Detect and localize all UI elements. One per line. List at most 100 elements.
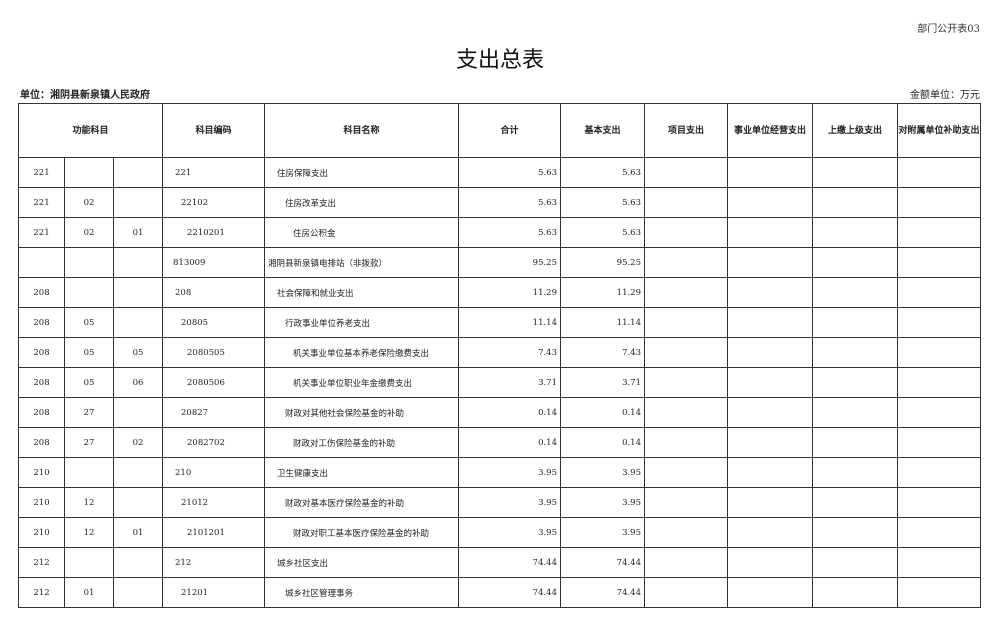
- business-cell: [727, 307, 813, 338]
- basic-cell: 0.14: [560, 427, 645, 458]
- table-row: 208 05 20805 行政事业单位养老支出 11.14 11.14: [18, 307, 981, 338]
- function-class-cell: 210: [18, 457, 65, 488]
- subject-name-cell: 湘阴县新泉镇电排站（非拨款）: [264, 247, 459, 278]
- function-subitem-cell: 06: [113, 367, 163, 398]
- total-cell: 74.44: [458, 547, 561, 578]
- total-cell: 3.95: [458, 457, 561, 488]
- total-cell: 3.95: [458, 487, 561, 518]
- table-row: 221 02 01 2210201 住房公积金 5.63 5.63: [18, 217, 981, 248]
- business-cell: [727, 517, 813, 548]
- page-title: 支出总表: [455, 48, 544, 73]
- business-cell: [727, 427, 813, 458]
- function-item-cell: 12: [64, 517, 114, 548]
- function-class-cell: 210: [18, 487, 65, 518]
- function-subitem-cell: [113, 187, 163, 218]
- table-row: 210 210 卫生健康支出 3.95 3.95: [18, 457, 981, 488]
- business-cell: [727, 397, 813, 428]
- header-subsidy: 对附属单位补助支出: [897, 103, 981, 158]
- project-cell: [644, 547, 728, 578]
- function-item-cell: 05: [64, 307, 114, 338]
- function-item-cell: 05: [64, 337, 114, 368]
- subject-code-cell: 22102: [162, 187, 265, 218]
- subject-code-cell: 20805: [162, 307, 265, 338]
- function-class-cell: 208: [18, 397, 65, 428]
- subject-code-cell: 2080506: [162, 367, 265, 398]
- expenditure-table: 功能科目 科目编码 科目名称 合计 基本支出 项目支出 事业单位经营支出 上缴上…: [18, 103, 981, 608]
- remit-cell: [812, 217, 898, 248]
- table-row: 210 12 21012 财政对基本医疗保险基金的补助 3.95 3.95: [18, 487, 981, 518]
- table-row: 221 221 住房保障支出 5.63 5.63: [18, 157, 981, 188]
- basic-cell: 95.25: [560, 247, 645, 278]
- subject-code-cell: 221: [162, 157, 265, 188]
- subject-code-cell: 20827: [162, 397, 265, 428]
- subject-code-cell: 21201: [162, 577, 265, 608]
- function-subitem-cell: [113, 307, 163, 338]
- business-cell: [727, 277, 813, 308]
- subject-name-cell: 财政对工伤保险基金的补助: [264, 427, 459, 458]
- total-cell: 0.14: [458, 397, 561, 428]
- function-item-cell: [64, 157, 114, 188]
- business-cell: [727, 187, 813, 218]
- form-number: 部门公开表03: [917, 24, 980, 35]
- header-function-subject: 功能科目: [18, 103, 163, 158]
- function-class-cell: 208: [18, 427, 65, 458]
- header-row: 功能科目 科目编码 科目名称 合计 基本支出 项目支出 事业单位经营支出 上缴上…: [18, 103, 981, 158]
- header-project: 项目支出: [644, 103, 728, 158]
- subsidy-cell: [897, 307, 981, 338]
- business-cell: [727, 487, 813, 518]
- subject-name-cell: 社会保障和就业支出: [264, 277, 459, 308]
- subject-code-cell: 813009: [162, 247, 265, 278]
- table-row: 212 01 21201 城乡社区管理事务 74.44 74.44: [18, 577, 981, 608]
- table-row: 208 05 05 2080505 机关事业单位基本养老保险缴费支出 7.43 7.43: [18, 337, 981, 368]
- function-item-cell: [64, 277, 114, 308]
- business-cell: [727, 337, 813, 368]
- table-row: 813009 湘阴县新泉镇电排站（非拨款） 95.25 95.25: [18, 247, 981, 278]
- project-cell: [644, 277, 728, 308]
- basic-cell: 11.14: [560, 307, 645, 338]
- business-cell: [727, 547, 813, 578]
- total-cell: 95.25: [458, 247, 561, 278]
- subsidy-cell: [897, 577, 981, 608]
- function-item-cell: [64, 547, 114, 578]
- function-item-cell: [64, 247, 114, 278]
- subject-name-cell: 住房改革支出: [264, 187, 459, 218]
- project-cell: [644, 307, 728, 338]
- money-unit: 金额单位：万元: [910, 90, 980, 101]
- subject-code-cell: 2210201: [162, 217, 265, 248]
- function-item-cell: 27: [64, 427, 114, 458]
- subject-name-cell: 财政对其他社会保险基金的补助: [264, 397, 459, 428]
- project-cell: [644, 457, 728, 488]
- remit-cell: [812, 277, 898, 308]
- subsidy-cell: [897, 517, 981, 548]
- header-subject-name: 科目名称: [264, 103, 459, 158]
- total-cell: 11.29: [458, 277, 561, 308]
- basic-cell: 5.63: [560, 217, 645, 248]
- total-cell: 3.71: [458, 367, 561, 398]
- function-class-cell: [18, 247, 65, 278]
- project-cell: [644, 397, 728, 428]
- subsidy-cell: [897, 217, 981, 248]
- remit-cell: [812, 457, 898, 488]
- function-subitem-cell: [113, 157, 163, 188]
- header-total: 合计: [458, 103, 561, 158]
- subject-name-cell: 财政对职工基本医疗保险基金的补助: [264, 517, 459, 548]
- business-cell: [727, 457, 813, 488]
- function-item-cell: 02: [64, 187, 114, 218]
- total-cell: 74.44: [458, 577, 561, 608]
- project-cell: [644, 187, 728, 218]
- subsidy-cell: [897, 337, 981, 368]
- subject-name-cell: 行政事业单位养老支出: [264, 307, 459, 338]
- subject-code-cell: 212: [162, 547, 265, 578]
- function-class-cell: 208: [18, 337, 65, 368]
- subject-name-cell: 机关事业单位职业年金缴费支出: [264, 367, 459, 398]
- project-cell: [644, 517, 728, 548]
- unit-label: 单位：湘阴县新泉镇人民政府: [20, 90, 150, 101]
- total-cell: 11.14: [458, 307, 561, 338]
- function-subitem-cell: [113, 397, 163, 428]
- subsidy-cell: [897, 397, 981, 428]
- project-cell: [644, 487, 728, 518]
- table-row: 210 12 01 2101201 财政对职工基本医疗保险基金的补助 3.95 3.95: [18, 517, 981, 548]
- function-subitem-cell: 05: [113, 337, 163, 368]
- project-cell: [644, 247, 728, 278]
- function-class-cell: 221: [18, 157, 65, 188]
